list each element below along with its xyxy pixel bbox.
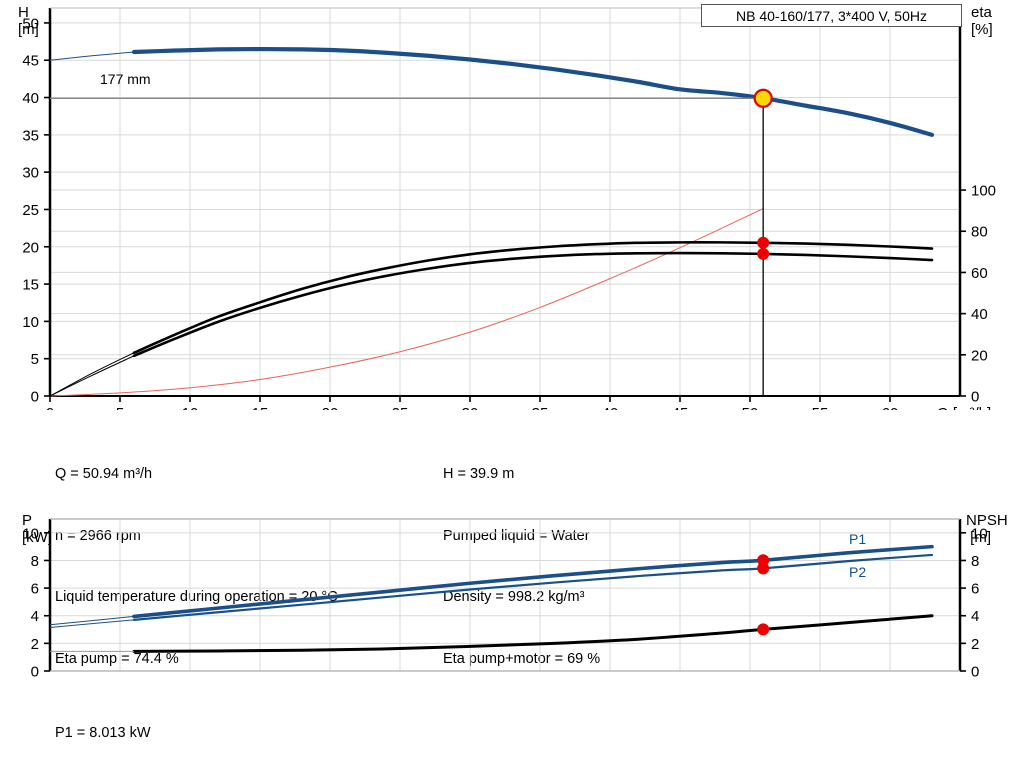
p1-curve-label: P1 [849,531,867,547]
head-curve [131,46,935,137]
p-tick-10: 10 [22,525,39,542]
grid-lines [49,519,960,672]
ytick-35: 35 [22,127,39,144]
p-tick-6: 6 [31,581,39,598]
ytick-30: 30 [22,165,39,182]
ytick-40: 40 [22,90,39,107]
info-line-eta-pump-motor: Eta pump+motor = 69 % [443,650,601,667]
info-line-p1: P1 = 8.013 kW [55,725,151,741]
p2-curve-label: P2 [849,564,867,580]
p1-curve [132,544,934,619]
axis-ticks: 0 2 4 6 8 10 0 2 4 6 8 10 [22,525,987,680]
duty-info-left: Q = 50.94 m³/h n = 2966 rpm Liquid tempe… [55,423,338,710]
ytick-20: 20 [22,239,39,256]
duty-point-marker[interactable] [753,88,773,108]
npsh-tick-6: 6 [971,581,979,598]
npsh-tick-2: 2 [971,636,979,653]
xtick-40: 40 [602,405,619,410]
ytick-50: 50 [22,15,39,32]
xtick-45: 45 [672,405,689,410]
p1-curve-leadin [49,615,135,626]
npsh-axis-label: NPSH [m] [966,512,1008,546]
axis-frame [48,7,962,397]
xtick-35: 35 [532,405,549,410]
ytick-0: 0 [31,389,39,406]
duty-marker-eta-pump [757,236,770,249]
eta-pump-curve [132,241,934,355]
info-line-temperature: Liquid temperature during operation = 20… [55,589,338,605]
npsh-tick-4: 4 [971,608,979,625]
eta-tick-20: 20 [971,347,988,364]
p-tick-4: 4 [31,608,39,625]
ytick-10: 10 [22,314,39,331]
info-line-eta-pump: Eta pump = 74.4 % [55,650,179,667]
p2-curve-leadin [49,619,135,628]
eta-tick-0: 0 [971,389,979,406]
npsh-curve [132,614,934,653]
power-axis-label: P [kW] [22,512,52,546]
info-line-density: Density = 998.2 kg/m³ [443,589,585,605]
power-ratio-curve [49,208,764,397]
eta-tick-100: 100 [971,183,996,200]
npsh-tick-0: 0 [971,664,979,681]
axis-frame [48,518,962,672]
eta-pump-motor-curve-leadin [49,355,135,397]
head-axis-label: H [m] [18,4,39,38]
flow-axis-label: Q [m³/h] [937,405,991,410]
info-line-h: H = 39.9 m [443,466,515,482]
eta-pump-motor-curve [132,251,934,358]
xtick-0: 0 [46,405,54,410]
xtick-25: 25 [392,405,409,410]
duty-info-right: H = 39.9 m Pumped liquid = Water Density… [443,423,600,710]
eta-axis-label: eta [%] [971,4,993,38]
xtick-20: 20 [322,405,339,410]
xtick-30: 30 [462,405,479,410]
ytick-15: 15 [22,277,39,294]
xtick-50: 50 [742,405,759,410]
pump-model-title: NB 40-160/177, 3*400 V, 50Hz [701,4,962,27]
head-efficiency-chart: 0 5 10 15 20 25 30 35 40 45 50 0 20 40 60 80 100 0 5 10 15 20… [22,7,996,410]
info-line-q: Q = 50.94 m³/h [55,466,153,482]
p-tick-0: 0 [31,664,39,681]
ytick-5: 5 [31,351,39,368]
eta-tick-60: 60 [971,265,988,282]
xtick-10: 10 [182,405,199,410]
p-tick-2: 2 [31,636,39,653]
head-curve-leadin [49,51,135,61]
power-npsh-chart: 0 2 4 6 8 10 0 2 4 6 8 10 [22,518,988,681]
npsh-tick-10: 10 [971,525,988,542]
p2-curve [132,553,934,621]
duty-marker-p2 [757,562,770,575]
duty-marker-eta-pump-motor [757,247,770,260]
power-info-block: P1 = 8.013 kW P2 = 7.427 kW NPSH = 3.01 … [55,682,386,781]
ytick-25: 25 [22,202,39,219]
info-line-n: n = 2966 rpm [55,527,141,544]
npsh-tick-8: 8 [971,553,979,570]
duty-marker-npsh [757,623,770,636]
eta-tick-80: 80 [971,224,988,241]
p-tick-8: 8 [31,553,39,570]
xtick-15: 15 [252,405,269,410]
ytick-45: 45 [22,53,39,70]
xtick-55: 55 [812,405,829,410]
axis-ticks: 0 5 10 15 20 25 30 35 40 45 50 0 20 40 60 80 100 0 5 10 15 20… [22,15,996,410]
xtick-5: 5 [116,405,124,410]
grid-lines [49,8,960,397]
eta-tick-40: 40 [971,306,988,323]
impeller-size-label: 177 mm [100,71,151,87]
xtick-60: 60 [882,405,899,410]
